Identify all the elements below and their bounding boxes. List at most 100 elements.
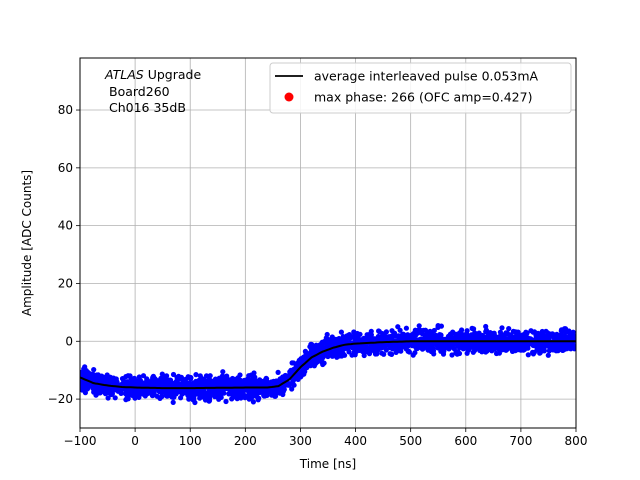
sample-point [155,378,161,384]
sample-point [499,332,505,338]
sample-point [383,329,389,335]
sample-point [224,373,230,379]
x-tick-label: 200 [234,434,257,448]
sample-point [182,383,188,389]
sample-point [483,349,489,355]
sample-point [499,345,505,351]
sample-point [525,352,531,358]
sample-point [393,349,399,355]
legend-label-max-phase: max phase: 266 (OFC amp=0.427) [314,90,532,105]
sample-point [89,373,95,379]
sample-point [232,392,238,398]
sample-point [518,335,524,341]
sample-point [330,341,336,347]
x-tick-label: 800 [565,434,588,448]
sample-point [267,382,273,388]
sample-point [201,376,207,382]
sample-point [256,389,262,395]
sample-point [221,390,227,396]
legend-marker-swatch [284,92,294,102]
sample-point [170,399,176,405]
sample-point [277,390,283,396]
sample-point [430,335,436,341]
annotation: ATLAS Upgrade Board260 Ch016 35dB [104,67,201,115]
sample-point [479,349,485,355]
sample-point [226,377,232,383]
sample-point [140,373,147,379]
sample-point [198,381,204,387]
sample-point [175,377,181,383]
sample-point [365,347,371,353]
sample-point [204,379,210,385]
sample-point [308,341,314,347]
sample-point [112,395,118,401]
sample-point [546,348,552,354]
sample-point [246,392,252,398]
sample-point [488,333,494,339]
sample-point [354,344,360,350]
sample-point [471,326,477,332]
sample-point [154,393,160,399]
sample-point [289,360,295,366]
sample-point [351,329,357,335]
sample-point [429,330,435,336]
sample-point [372,351,379,357]
sample-point [336,337,342,343]
sample-point [132,392,138,398]
sample-point [417,342,423,348]
sample-point [135,378,141,384]
sample-point [147,380,153,386]
sample-point [316,356,322,362]
sample-point [567,332,573,338]
sample-point [380,342,387,348]
sample-point [213,379,219,385]
sample-point [181,378,187,384]
sample-point [125,396,131,402]
sample-point [459,327,465,333]
y-axis: −20 0 20 40 60 80 [48,103,80,406]
sample-point [513,343,520,349]
sample-point [439,347,445,353]
sample-point [460,346,466,352]
sample-point [144,376,150,382]
average-pulse-line [80,340,576,390]
sample-point [417,327,424,333]
sample-point [82,364,88,370]
sample-point [164,393,170,399]
sample-point [90,385,96,391]
sample-point [333,347,339,353]
sample-point [545,352,551,358]
sample-point [169,380,175,387]
sample-point [368,332,374,338]
sample-point [346,332,352,338]
sample-point [102,376,108,382]
sample-point [304,362,310,369]
sample-point [374,342,380,348]
sample-point [83,371,89,377]
x-tick-label: 0 [131,434,139,448]
sample-point [483,323,489,330]
sample-point [274,380,280,386]
sample-point [136,393,142,399]
sample-point [162,377,168,383]
sample-point [508,342,514,348]
sample-point [325,353,331,360]
sample-point [395,324,401,330]
y-tick-label: 80 [58,103,73,117]
sample-point [141,391,147,397]
y-axis-label: Amplitude [ADC Counts] [20,170,34,316]
sample-point [355,334,361,340]
sample-point [193,372,199,378]
sample-point [262,377,268,383]
sample-point [449,352,455,358]
legend: average interleaved pulse 0.053mA max ph… [269,62,572,114]
sample-point [560,345,566,351]
x-tick-label: 100 [179,434,202,448]
sample-point [398,348,404,354]
sample-point [123,390,129,396]
x-tick-label: 700 [509,434,532,448]
y-tick-label: 20 [58,276,73,290]
scatter-series [80,323,576,406]
sample-point [251,393,257,399]
